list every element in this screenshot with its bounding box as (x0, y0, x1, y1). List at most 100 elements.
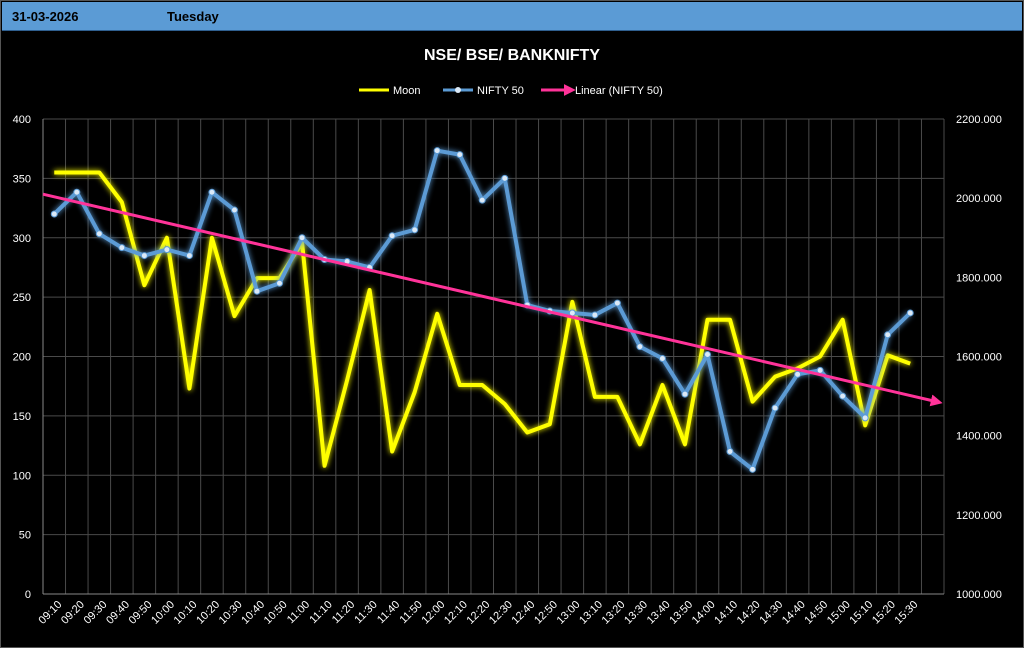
data-point (591, 311, 599, 319)
x-tick-label: 11:30 (352, 599, 379, 626)
x-tick-label: 09:20 (59, 599, 87, 627)
x-tick-label: 12:50 (532, 599, 560, 627)
x-tick-label: 13:10 (577, 599, 605, 627)
data-point (185, 252, 193, 260)
x-tick-label: 10:10 (172, 599, 200, 627)
y-left-tick-label: 400 (13, 114, 31, 126)
data-point (726, 448, 734, 455)
x-tick-label: 14:30 (757, 599, 785, 627)
data-point (388, 232, 396, 240)
x-tick-label: 14:00 (690, 599, 718, 627)
x-tick-label: 14:50 (802, 599, 830, 627)
legend-label: NIFTY 50 (477, 85, 524, 97)
x-tick-label: 11:00 (285, 599, 312, 626)
day-label: Tuesday (167, 9, 219, 24)
legend-label: Linear (NIFTY 50) (575, 85, 663, 97)
data-point (50, 210, 58, 218)
data-point (861, 414, 869, 422)
y-right-tick-label: 1200.000 (956, 510, 1002, 522)
x-tick-label: 13:50 (667, 599, 695, 627)
data-point (884, 331, 892, 339)
data-point (230, 206, 238, 214)
data-point (501, 174, 509, 182)
data-point (681, 390, 689, 398)
x-tick-label: 13:40 (645, 599, 673, 627)
data-point (140, 252, 148, 260)
data-point (816, 366, 824, 374)
data-point (73, 188, 81, 196)
x-tick-label: 15:00 (825, 599, 853, 627)
x-tick-label: 09:40 (104, 599, 132, 627)
date-label: 31-03-2026 (12, 9, 79, 24)
chart-title: NSE/ BSE/ BANKNIFTY (424, 47, 600, 64)
x-tick-label: 15:30 (892, 599, 920, 627)
x-tick-label: 15:10 (847, 599, 875, 627)
x-tick-label: 14:10 (712, 599, 740, 627)
y-left-tick-label: 250 (13, 292, 31, 304)
x-tick-label: 12:20 (464, 599, 492, 627)
data-point (276, 279, 284, 287)
x-tick-label: 13:00 (555, 599, 583, 627)
y-left-tick-label: 0 (25, 589, 31, 601)
data-point (771, 404, 779, 412)
y-right-tick-label: 2200.000 (956, 114, 1002, 126)
x-tick-label: 15:20 (870, 599, 898, 627)
y-left-tick-label: 50 (19, 530, 31, 542)
series-line-moon (54, 170, 911, 468)
chart-legend: Moon NIFTY 50 Linear (NIFTY 50) (359, 84, 663, 97)
data-point (568, 309, 576, 317)
y-left-tick-label: 100 (13, 470, 31, 482)
data-point (478, 196, 486, 204)
data-point (703, 351, 711, 359)
y-right-tick-label: 1600.000 (956, 352, 1002, 364)
x-tick-label: 13:20 (600, 599, 628, 627)
x-tick-label: 10:20 (194, 599, 222, 627)
x-tick-label: 14:40 (780, 599, 808, 627)
x-tick-label: 09:50 (127, 599, 155, 627)
data-point (906, 309, 914, 317)
data-point (118, 244, 126, 252)
y-right-tick-label: 1000.000 (956, 589, 1002, 601)
legend-label: Moon (393, 85, 421, 97)
y-left-tick-label: 150 (13, 411, 31, 423)
data-point (163, 246, 171, 254)
x-tick-label: 11:10 (307, 599, 334, 626)
header-bar: 31-03-2026 Tuesday (2, 2, 1022, 31)
x-tick-label: 12:00 (419, 599, 447, 627)
x-tick-label: 12:30 (487, 599, 515, 627)
line-chart: NSE/ BSE/ BANKNIFTY Moon NIFTY 50 Linear (… (13, 47, 1002, 627)
data-point (749, 465, 757, 473)
y-left-tick-label: 350 (13, 173, 31, 185)
y-right-tick-label: 2000.000 (956, 193, 1002, 205)
data-point (658, 354, 666, 362)
x-tick-label: 10:30 (217, 599, 245, 627)
plot-area (42, 147, 943, 473)
trendline (42, 192, 943, 407)
data-point (411, 226, 419, 234)
data-point (613, 299, 621, 307)
x-tick-label: 09:10 (37, 599, 65, 627)
data-point (839, 392, 847, 400)
x-tick-label: 11:40 (375, 599, 402, 626)
data-point (298, 234, 306, 242)
x-tick-label: 10:50 (262, 599, 290, 627)
x-tick-label: 11:50 (397, 599, 424, 626)
y-left-tick-label: 300 (13, 233, 31, 245)
x-tick-label: 10:00 (149, 599, 177, 627)
x-tick-label: 11:20 (330, 599, 357, 626)
data-point (253, 287, 261, 295)
y-right-tick-label: 1800.000 (956, 272, 1002, 284)
x-tick-label: 09:30 (82, 599, 110, 627)
legend-marker (455, 87, 461, 93)
x-tick-label: 13:30 (622, 599, 650, 627)
y-right-tick-label: 1400.000 (956, 431, 1002, 443)
data-point (208, 188, 216, 196)
data-point (456, 151, 464, 159)
x-tick-label: 12:40 (510, 599, 538, 627)
data-point (794, 370, 802, 378)
x-tick-label: 14:20 (735, 599, 763, 627)
data-point (95, 230, 103, 238)
y-left-tick-label: 200 (13, 352, 31, 364)
data-point (636, 343, 644, 351)
